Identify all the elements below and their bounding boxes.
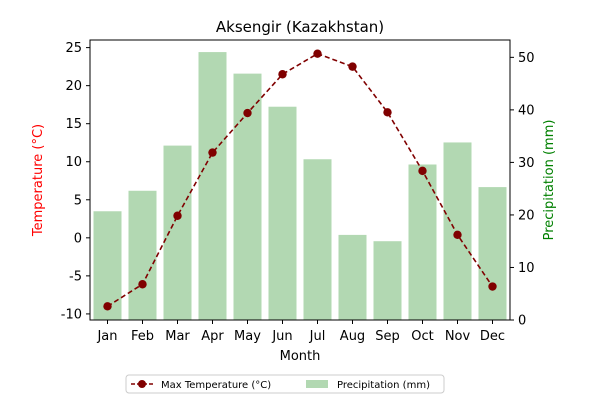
temperature-point-jul xyxy=(313,49,322,58)
right-tick-label: 30 xyxy=(518,156,535,171)
legend-precipitation-label: Precipitation (mm) xyxy=(337,380,430,391)
right-tick-label: 40 xyxy=(518,103,535,118)
legend-temperature-marker-icon xyxy=(138,380,146,388)
right-axis-ticks: 0 10 20 30 40 50 xyxy=(510,51,535,329)
temperature-point-sep xyxy=(383,108,392,117)
left-tick-label: -10 xyxy=(61,307,82,322)
right-axis-label: Precipitation (mm) xyxy=(542,120,557,241)
legend-temperature-label: Max Temperature (°C) xyxy=(161,380,271,391)
temperature-point-dec xyxy=(488,282,497,291)
left-tick-label: 25 xyxy=(65,41,82,56)
left-axis-ticks: -10 -5 0 5 10 15 20 25 xyxy=(61,41,90,322)
precipitation-bar-jul xyxy=(303,159,332,320)
precipitation-bar-oct xyxy=(408,164,437,320)
precipitation-bar-apr xyxy=(198,52,227,320)
x-tick-label: Jun xyxy=(271,329,292,344)
left-tick-label: 20 xyxy=(65,79,82,94)
left-axis-label: Temperature (°C) xyxy=(31,124,46,237)
x-tick-label: Dec xyxy=(480,329,505,344)
legend-precipitation-swatch-icon xyxy=(306,380,328,388)
x-axis-label: Month xyxy=(280,349,321,364)
x-tick-label: May xyxy=(234,329,261,344)
legend-frame xyxy=(125,374,445,394)
temperature-point-oct xyxy=(418,166,427,176)
temperature-point-feb xyxy=(138,280,147,289)
precipitation-bar-jan xyxy=(93,211,122,320)
right-tick-label: 10 xyxy=(518,261,535,276)
temperature-point-jan xyxy=(103,302,112,311)
x-tick-label: Apr xyxy=(201,329,224,344)
left-tick-label: 15 xyxy=(65,117,82,132)
temperature-point-aug xyxy=(348,62,357,71)
temperature-polyline xyxy=(107,52,494,307)
precipitation-bar-mar xyxy=(163,145,192,320)
precipitation-bar-jun xyxy=(268,106,297,320)
plot-frame xyxy=(89,39,511,321)
x-axis-ticks: Jan Feb Mar Apr May Jun Jul Aug Sep Oct Nov Dec xyxy=(96,320,505,344)
axes xyxy=(89,39,511,321)
precipitation-bar-feb xyxy=(128,190,157,320)
precipitation-bar-sep xyxy=(373,241,402,320)
legend: Max Temperature (°C) Precipitation (mm) xyxy=(125,374,445,394)
x-tick-label: Sep xyxy=(375,329,400,344)
precipitation-bar-aug xyxy=(338,234,367,320)
x-tick-label: Jul xyxy=(309,329,326,344)
left-tick-label: 5 xyxy=(74,193,82,208)
temperature-point-jun xyxy=(278,70,287,79)
precipitation-bars xyxy=(93,52,507,321)
temperature-point-may xyxy=(243,108,252,118)
x-tick-label: Aug xyxy=(340,329,365,344)
temperature-point-mar xyxy=(173,211,182,220)
right-tick-label: 0 xyxy=(518,314,526,329)
temperature-point-nov xyxy=(453,230,462,239)
temperature-line xyxy=(103,49,497,311)
right-tick-label: 20 xyxy=(518,208,535,223)
left-tick-label: 10 xyxy=(65,155,82,170)
temperature-point-apr xyxy=(208,148,217,157)
x-tick-label: Mar xyxy=(165,329,190,344)
precipitation-bar-dec xyxy=(478,187,507,320)
x-tick-label: Feb xyxy=(131,329,154,344)
x-tick-label: Jan xyxy=(96,329,117,344)
x-tick-label: Nov xyxy=(445,329,471,344)
chart-title: Aksengir (Kazakhstan) xyxy=(216,18,384,36)
x-tick-label: Oct xyxy=(411,329,433,344)
left-tick-label: -5 xyxy=(69,269,82,284)
right-tick-label: 50 xyxy=(518,51,535,66)
left-tick-label: 0 xyxy=(74,231,82,246)
